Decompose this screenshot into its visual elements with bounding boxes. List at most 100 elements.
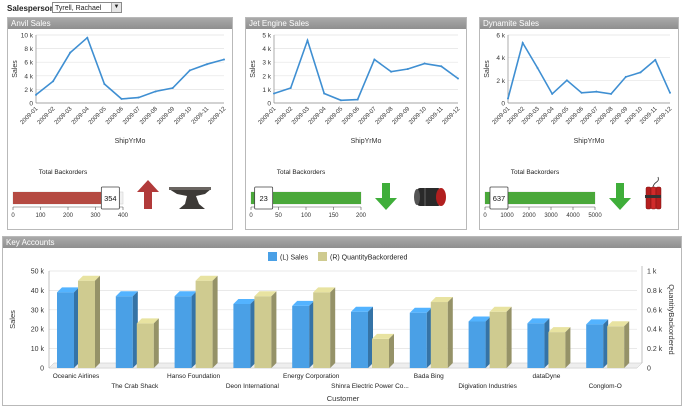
backorder-bar-top (607, 321, 630, 327)
backorders-tick-label: 50 (275, 213, 282, 219)
sales-bar-side (544, 318, 550, 368)
legend-label: (L) Sales (280, 255, 309, 262)
data-point (323, 92, 326, 95)
jet-engine-icon (414, 188, 446, 206)
backorder-bar (372, 333, 394, 368)
backorder-bar-top (254, 291, 277, 297)
backorder-bar-side (506, 306, 512, 368)
y-tick-label: 5 k (262, 33, 271, 40)
backorders-tick-label: 2000 (522, 213, 536, 219)
dynamite-band (645, 195, 661, 198)
backorder-bar-side (565, 327, 571, 368)
sales-line (507, 40, 671, 99)
panel-title: Key Accounts (3, 237, 681, 248)
sales-bar-front (57, 292, 74, 368)
backorders-value-box (100, 186, 120, 210)
data-point (373, 58, 376, 61)
backorders-tick-label: 3000 (544, 213, 558, 219)
data-point (580, 91, 583, 94)
sales-line (273, 37, 459, 102)
sales-bar (57, 287, 79, 368)
sales-bar-front (468, 321, 486, 368)
backorder-bar-top (136, 318, 159, 324)
data-point (639, 71, 642, 74)
x-axis-title: Customer (327, 394, 360, 403)
data-point (188, 69, 191, 72)
left-tick-label: 0 (40, 366, 44, 373)
chevron-down-icon[interactable]: ▼ (111, 3, 121, 12)
sales-bar-front (292, 305, 310, 368)
anvil-icon (169, 187, 211, 209)
backorder-bar-top (78, 275, 100, 281)
y-axis-title-right: QuantityBackordered (667, 284, 676, 354)
data-point (35, 93, 37, 96)
backorder-bar (195, 275, 218, 368)
y-axis-title-left: Sales (8, 310, 17, 329)
anvil-sales-chart: 02 k4 k6 k8 k10 k2009-012009-022009-0320… (11, 33, 228, 220)
category-label: Conglom-O (589, 383, 622, 390)
category-label: The Crab Shack (111, 383, 159, 390)
backorder-bar-side (271, 291, 277, 368)
salesperson-select[interactable]: Tyrell, Rachael ▼ (52, 2, 122, 13)
y-axis-title: Sales (12, 60, 19, 78)
x-axis-title: ShipYrMo (115, 138, 146, 145)
y-tick-label: 8 k (24, 46, 33, 53)
backorder-bar-top (313, 287, 336, 293)
sales-bar-top (586, 319, 609, 325)
sales-bar-front (233, 303, 251, 368)
legend-swatch (318, 252, 327, 261)
data-point (86, 36, 89, 39)
backorders-tick-label: 100 (35, 213, 46, 219)
left-tick-label: 10 k (31, 346, 45, 353)
data-point (52, 80, 55, 83)
sales-bar-side (368, 306, 373, 368)
legend-swatch (268, 252, 277, 261)
sales-bar-front (351, 311, 368, 368)
backorders-value-box (254, 186, 274, 210)
category-label: Oceanic Airlines (53, 373, 100, 380)
y-tick-label: 10 k (21, 33, 34, 40)
backorders-title: Total Backorders (511, 169, 560, 176)
y-axis-title: Sales (250, 60, 257, 78)
sales-bar-top (468, 316, 491, 322)
engine-body (417, 188, 441, 206)
y-tick-label: 4 k (496, 55, 505, 62)
left-tick-label: 50 k (31, 269, 45, 276)
data-point (120, 97, 123, 100)
backorder-bar-front (195, 280, 213, 368)
backorder-bar (254, 291, 277, 368)
backorders-tick-label: 100 (301, 213, 312, 219)
backorders-value: 23 (259, 194, 267, 203)
sales-bar (586, 319, 609, 368)
right-tick-label: 0.4 k (647, 327, 663, 334)
category-label: Deon International (226, 383, 280, 390)
sales-bar (409, 307, 432, 368)
y-tick-label: 4 k (24, 73, 33, 80)
backorders-tick-label: 1000 (500, 213, 514, 219)
arrow-down-icon (375, 183, 397, 210)
backorder-bar-front (313, 292, 331, 368)
backorders-bar (13, 192, 111, 204)
x-axis-title: ShipYrMo (574, 138, 605, 145)
toolbar: Salesperson Tyrell, Rachael ▼ (0, 0, 684, 16)
sales-bar-top (233, 298, 256, 304)
sales-bar-front (586, 324, 604, 368)
sales-bar-front (527, 323, 545, 368)
salesperson-value: Tyrell, Rachael (55, 5, 102, 12)
data-point (565, 79, 568, 82)
backorder-bar (78, 275, 100, 368)
backorder-bar-front (372, 338, 389, 368)
sales-bar-side (485, 316, 491, 368)
backorder-bar (489, 306, 512, 368)
x-tick-label: 2009-12 (442, 106, 462, 126)
left-tick-label: 30 k (31, 307, 45, 314)
right-tick-label: 0.8 k (647, 288, 663, 295)
data-point (339, 99, 342, 102)
backorders-bar (485, 192, 595, 204)
backorder-bar-top (548, 327, 571, 333)
backorders-title: Total Backorders (39, 169, 88, 176)
sales-bar (527, 318, 550, 368)
panel-title: Dynamite Sales (480, 18, 678, 29)
